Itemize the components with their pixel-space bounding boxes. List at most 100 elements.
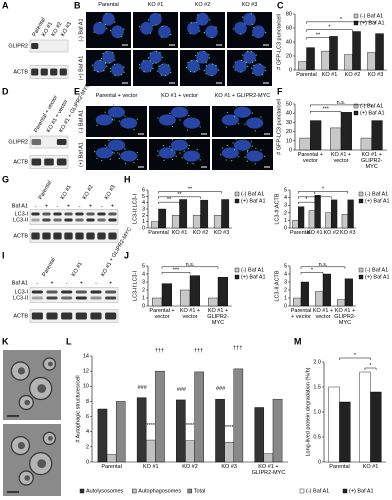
puncta [225, 159, 227, 161]
nucleus [233, 139, 252, 151]
y-tick-label: 2 [284, 210, 287, 216]
sign-label: + [111, 203, 114, 209]
band-label: ACTB [13, 233, 28, 239]
blot-band [86, 232, 95, 240]
y-tick-label: 20 [286, 129, 292, 135]
puncta [247, 65, 249, 67]
x-tick-label: KO #2 [192, 230, 209, 236]
y-tick-label: 3 [284, 203, 287, 209]
legend-swatch [353, 110, 359, 116]
significance-label: ### [138, 385, 148, 391]
y-tick-label: 2.0 [313, 359, 321, 365]
nucleus [93, 59, 106, 73]
sign-label: - [35, 203, 37, 209]
bar [298, 61, 307, 71]
legend-swatch [358, 198, 364, 204]
bar [233, 368, 244, 463]
blot-band [86, 212, 95, 216]
puncta [261, 74, 263, 76]
y-tick-label: 4 [142, 271, 145, 277]
puncta [111, 51, 114, 54]
nucleus [95, 147, 113, 159]
puncta [240, 59, 242, 62]
puncta [114, 21, 116, 23]
y-tick-label: 50 [286, 101, 292, 107]
blot-band [108, 212, 117, 216]
puncta [199, 30, 201, 32]
y-tick-label: 40 [286, 39, 292, 45]
panel-label: J [124, 250, 129, 260]
nucleus [111, 25, 124, 39]
significance-bracket [298, 191, 348, 194]
blot-band [31, 232, 40, 240]
y-tick-label: 1 [284, 295, 287, 301]
x-tick-label: KO #3 [213, 230, 230, 236]
panel-label: K [2, 336, 9, 346]
panel-label: H [124, 174, 131, 184]
puncta [139, 67, 141, 69]
puncta [96, 157, 98, 159]
nucleus [158, 25, 171, 39]
puncta [112, 137, 115, 139]
blot-band [31, 68, 39, 76]
puncta [111, 118, 114, 120]
y-tick-label: 3 [284, 279, 287, 285]
puncta [106, 65, 108, 67]
significance-bracket [339, 357, 371, 360]
blot-membrane [29, 229, 119, 243]
treatment-label: Baf A1 [12, 203, 28, 209]
column-label: KO #1 + vector [161, 93, 198, 99]
significance-bracket [306, 21, 376, 24]
blot-band [75, 232, 84, 240]
bar [194, 371, 204, 463]
bar [299, 137, 311, 151]
significance-label: ### [216, 386, 226, 392]
puncta [209, 57, 211, 59]
y-axis-label: # GFP-LC3 puncta/cell [276, 14, 282, 70]
puncta [187, 61, 189, 64]
puncta [121, 138, 123, 140]
puncta [104, 23, 107, 26]
puncta [124, 162, 126, 164]
legend-label: (+) Baf A1 [241, 274, 266, 280]
puncta [171, 149, 173, 151]
blot-membrane [29, 287, 119, 303]
legend-swatch [353, 13, 359, 19]
x-tick-label: Parental + vector [149, 308, 175, 320]
puncta [181, 157, 183, 159]
bar [207, 297, 219, 307]
puncta [94, 150, 96, 153]
y-tick-label: 0 [289, 67, 292, 73]
puncta [99, 59, 101, 62]
nucleus [102, 50, 115, 64]
significance-label: * [340, 17, 343, 23]
puncta [187, 162, 189, 164]
significance-bracket [306, 29, 353, 32]
blot-band [46, 312, 58, 320]
puncta [185, 138, 187, 140]
blot-band [31, 312, 43, 320]
lane-label: KO #2 [82, 184, 95, 201]
blot-band [90, 312, 102, 320]
puncta [102, 52, 104, 55]
blot-membrane [29, 39, 69, 53]
significance-bracket [161, 272, 191, 275]
puncta [211, 74, 213, 77]
puncta [160, 36, 163, 38]
column-label: Parental [98, 2, 119, 8]
puncta [99, 21, 101, 24]
puncta [251, 112, 253, 114]
significance-label: n.s. [337, 100, 346, 106]
significance-label: * [354, 353, 357, 359]
bar [337, 299, 346, 307]
blot-band [97, 212, 106, 216]
bar [341, 214, 348, 229]
nucleus [170, 139, 189, 151]
y-tick-label: 2 [142, 287, 145, 293]
puncta [162, 56, 164, 58]
puncta [247, 149, 249, 152]
puncta [112, 104, 115, 106]
nucleus [246, 150, 264, 162]
puncta [149, 60, 151, 62]
x-tick-label: KO #2 [344, 72, 361, 78]
